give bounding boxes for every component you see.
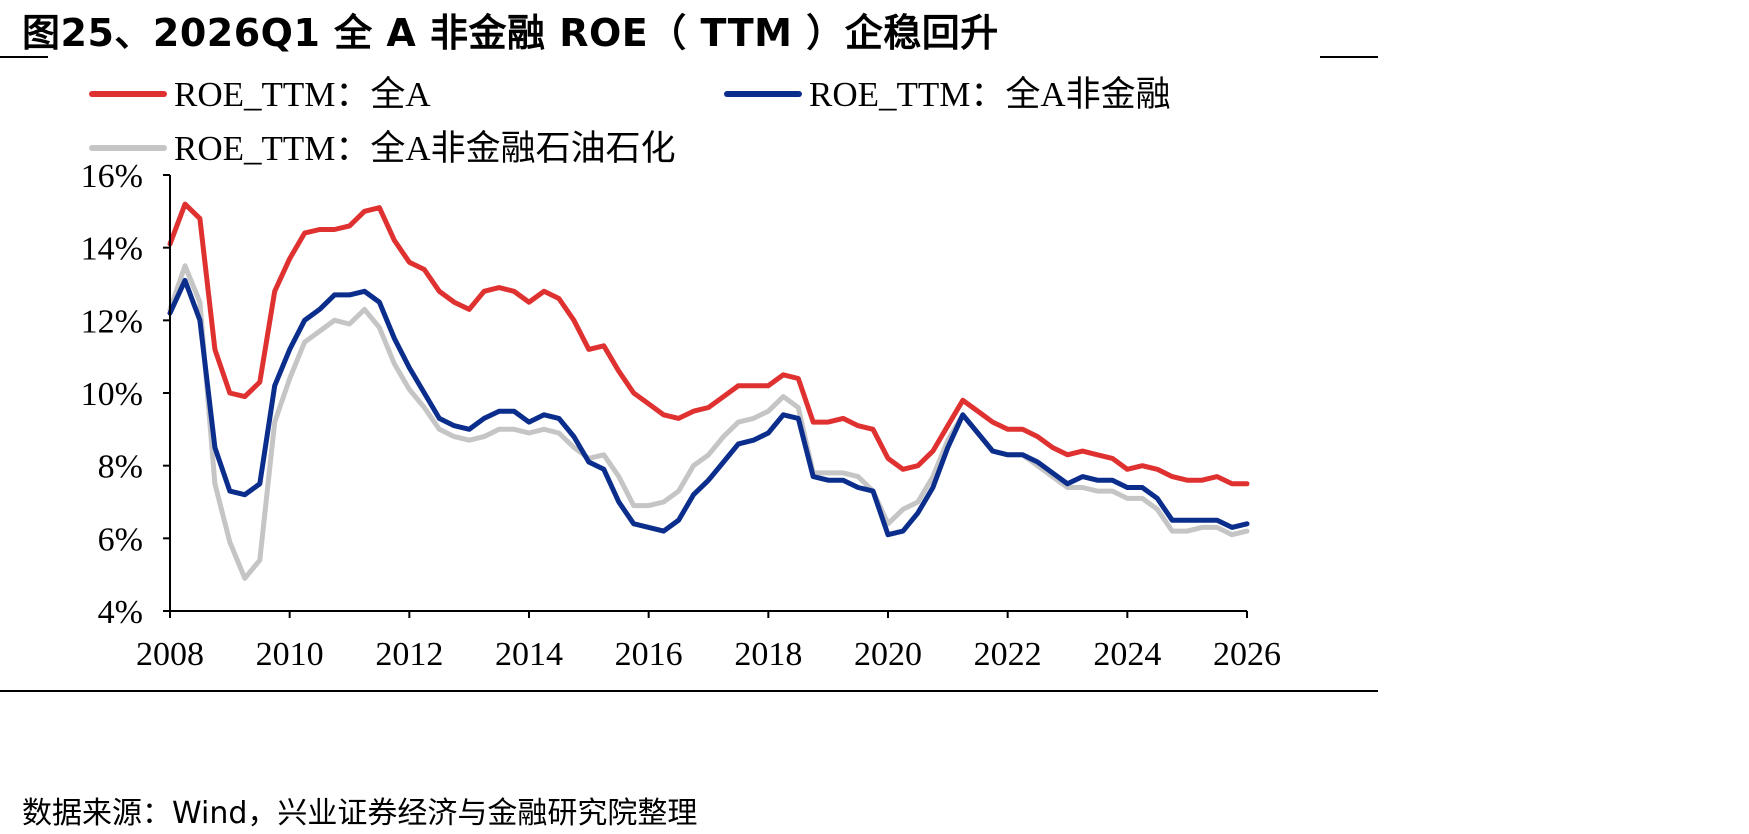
x-tick-label: 2016 <box>615 636 683 673</box>
axes-layer: 4% 6% 8% 10% 12% 14% 16% 2008 2010 2012 2014 2016 20… <box>81 158 1281 673</box>
legend: ROE_TTM：全A ROE_TTM：全A非金融 ROE_TTM：全A非金融石油石化 <box>89 75 1171 168</box>
x-tick-label: 2008 <box>136 636 204 673</box>
x-tick-label: 2010 <box>256 636 324 673</box>
footer-rule <box>0 690 1378 692</box>
y-tick-label: 12% <box>81 303 143 340</box>
x-tick-label: 2022 <box>974 636 1042 673</box>
y-tick-label: 6% <box>98 521 143 558</box>
x-tick-label: 2024 <box>1093 636 1161 673</box>
x-tick-label: 2012 <box>375 636 443 673</box>
legend-label-1: ROE_TTM：全A <box>174 75 431 114</box>
y-tick-label: 10% <box>81 376 143 413</box>
series-line-2 <box>167 277 1250 538</box>
series-line-3 <box>167 263 1250 581</box>
chart-title: 图25、2026Q1 全 A 非金融 ROE（ TTM ）企稳回升 <box>22 11 999 55</box>
y-tick-label: 16% <box>81 158 143 195</box>
legend-label-3: ROE_TTM：全A非金融石油石化 <box>174 129 676 168</box>
x-tick-label: 2018 <box>734 636 802 673</box>
title-rule-right <box>1320 56 1378 58</box>
x-tick-label: 2020 <box>854 636 922 673</box>
legend-label-2: ROE_TTM：全A非金融 <box>809 75 1171 114</box>
y-tick-label: 14% <box>81 231 143 268</box>
y-tick-label: 4% <box>98 594 143 631</box>
x-tick-label: 2014 <box>495 636 563 673</box>
series-line-1 <box>167 201 1250 487</box>
y-tick-label: 8% <box>98 449 143 486</box>
x-tick-label: 2026 <box>1213 636 1281 673</box>
title-rule-left <box>0 56 48 58</box>
source-note: 数据来源：Wind，兴业证券经济与金融研究院整理 <box>22 796 698 831</box>
series-layer <box>167 201 1250 581</box>
